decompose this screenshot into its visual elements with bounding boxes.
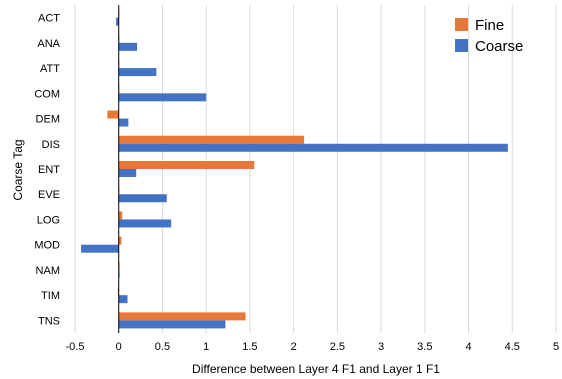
x-tick-label: -0.5 xyxy=(66,341,85,353)
legend-swatch-fine xyxy=(455,18,468,31)
y-tick-label: MOD xyxy=(34,240,60,252)
bar-fine-tns xyxy=(118,312,246,321)
x-tick-label: 3.5 xyxy=(417,341,432,353)
y-axis-title: Coarse Tag xyxy=(11,139,25,200)
bar-coarse-act xyxy=(116,17,119,26)
y-tick-label: DIS xyxy=(42,139,60,151)
x-tick-label: 0 xyxy=(116,341,122,353)
y-tick-label: ENT xyxy=(38,164,60,176)
y-tick-label: LOG xyxy=(37,214,60,226)
x-tick-label: 0.5 xyxy=(155,341,170,353)
bar-fine-ent xyxy=(118,161,255,169)
gridlines xyxy=(74,5,557,333)
axes: -0.5 0 0.5 1 1.5 2 2.5 3 3.5 4 4.5 5 ACT ANA ATT COM DEM… xyxy=(34,5,559,353)
bar-coarse-com xyxy=(118,93,207,102)
y-tick-label: TNS xyxy=(38,315,60,327)
bar-coarse-ana xyxy=(118,42,138,51)
bar-coarse-eve xyxy=(118,194,167,203)
x-tick-label: 2 xyxy=(291,341,297,353)
bar-fine-dem xyxy=(107,110,119,119)
y-tick-label: COM xyxy=(34,88,60,100)
bar-coarse-ent xyxy=(118,169,137,177)
y-tick-label: ACT xyxy=(38,13,60,25)
legend: Fine Coarse xyxy=(455,17,523,55)
x-tick-label: 1 xyxy=(203,341,209,353)
legend-label-fine: Fine xyxy=(475,17,504,34)
bar-fine-log xyxy=(118,211,123,220)
y-tick-label: DEM xyxy=(36,114,60,126)
x-tick-label: 2.5 xyxy=(330,341,345,353)
legend-swatch-coarse xyxy=(455,39,468,52)
bar-coarse-att xyxy=(118,68,157,77)
x-tick-label: 4 xyxy=(465,341,471,353)
x-tick-label: 5 xyxy=(553,341,559,353)
x-tick-label: 3 xyxy=(378,341,384,353)
x-axis-title: Difference between Layer 4 F1 and Layer … xyxy=(192,362,440,376)
x-tick-label: 1.5 xyxy=(242,341,257,353)
y-tick-label: EVE xyxy=(38,189,60,201)
bar-coarse-dem xyxy=(118,118,129,127)
bar-coarse-tim xyxy=(118,295,128,304)
bar-coarse-log xyxy=(118,219,172,228)
bars xyxy=(81,9,508,329)
bar-fine-dis xyxy=(118,135,305,144)
bar-coarse-tns xyxy=(118,320,226,329)
bar-coarse-mod xyxy=(81,244,119,253)
legend-label-coarse: Coarse xyxy=(475,38,523,55)
bar-coarse-dis xyxy=(118,143,508,152)
x-tick-label: 4.5 xyxy=(505,341,520,353)
y-tick-label: NAM xyxy=(36,265,60,277)
y-tick-label: TIM xyxy=(41,290,60,302)
y-tick-label: ANA xyxy=(37,38,60,50)
y-tick-label: ATT xyxy=(40,63,60,75)
bar-fine-mod xyxy=(118,236,122,245)
